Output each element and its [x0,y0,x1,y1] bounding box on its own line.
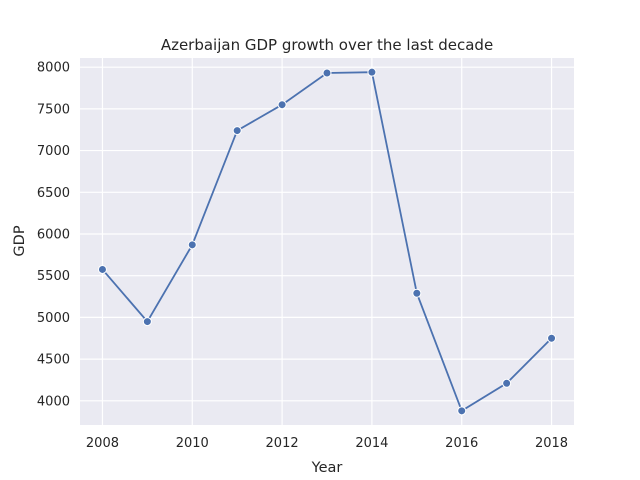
series-line-group [97,67,557,416]
data-point [502,378,512,388]
y-tick-label: 7500 [37,102,70,117]
data-point [412,288,422,298]
y-tick-label: 6000 [37,227,70,242]
data-point [457,406,467,416]
y-tick-label: 7000 [37,144,70,159]
x-tick-label: 2008 [86,436,119,451]
grid-lines [80,58,574,425]
y-axis-label: GDP [12,225,28,256]
data-point [187,240,197,250]
x-axis-label: Year [311,460,343,476]
data-point [322,68,332,78]
x-tick-label: 2018 [535,436,568,451]
y-tick-label: 5500 [37,269,70,284]
chart-title: Azerbaijan GDP growth over the last deca… [161,36,493,54]
data-point [232,126,242,136]
data-point [97,264,107,274]
x-tick-label: 2012 [266,436,299,451]
y-tick-label: 6500 [37,186,70,201]
y-tick-label: 8000 [37,61,70,76]
x-tick-label: 2016 [445,436,478,451]
x-tick-label: 2014 [355,436,388,451]
y-tick-label: 5000 [37,311,70,326]
data-point [547,333,557,343]
y-tick-label: 4000 [37,394,70,409]
x-tick-label: 2010 [176,436,209,451]
data-point [277,100,287,110]
tick-labels: 2008 2010 2012 2014 2016 2018 4000 4500 5000 5500… [37,61,568,451]
data-point [142,317,152,327]
y-tick-label: 4500 [37,353,70,368]
data-point [367,67,377,77]
plot-background [80,58,574,425]
